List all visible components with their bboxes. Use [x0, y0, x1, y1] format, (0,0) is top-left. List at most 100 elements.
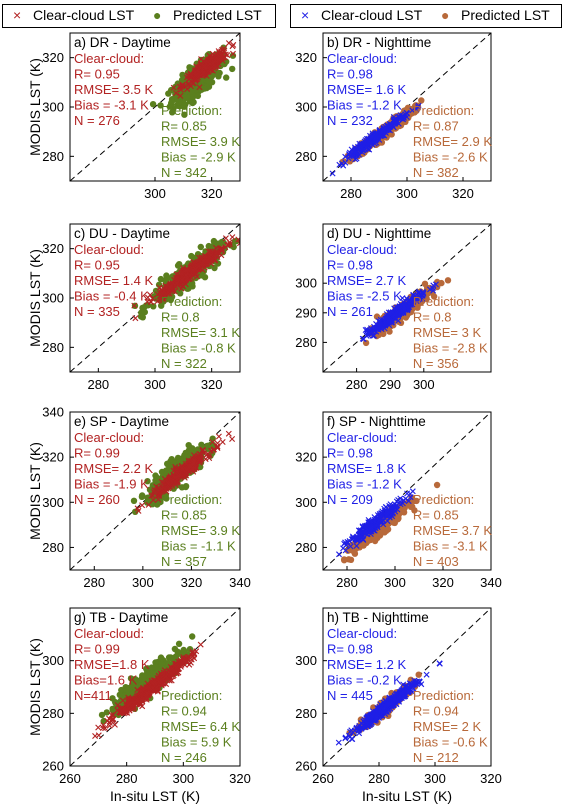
legend-marker-clear-day: × — [13, 7, 22, 23]
data-point — [430, 293, 438, 300]
y-tick-label: 280 — [42, 340, 64, 355]
data-point — [444, 277, 452, 284]
data-point — [145, 501, 152, 508]
stats-line: R= 0.94 — [161, 704, 207, 719]
data-point — [186, 462, 193, 469]
y-tick-label: 280 — [42, 706, 64, 721]
stats-line: RMSE= 2.9 K — [413, 134, 492, 149]
data-point — [139, 502, 146, 509]
data-point — [114, 702, 121, 709]
legend-day: × Clear-cloud LST ● Predicted LST — [2, 4, 276, 28]
y-tick-label: 280 — [295, 149, 317, 164]
data-point — [384, 508, 391, 515]
data-point — [179, 83, 186, 90]
stats-line: RMSE= 3.9 K — [161, 523, 240, 538]
data-point — [365, 332, 371, 338]
data-point — [168, 98, 176, 105]
data-point — [229, 65, 236, 73]
data-point — [180, 654, 187, 661]
stats-line: RMSE= 3.9 K — [161, 134, 240, 149]
stats-line: Prediction: — [161, 492, 222, 507]
data-point — [410, 292, 417, 299]
y-tick-label: 300 — [295, 276, 317, 291]
data-point — [205, 242, 212, 250]
data-point — [141, 308, 148, 316]
y-tick-label: 280 — [42, 149, 64, 164]
data-point — [148, 492, 155, 499]
data-point — [170, 84, 177, 91]
x-tick-label: 320 — [452, 186, 474, 201]
data-point — [373, 134, 379, 141]
data-point — [375, 318, 382, 325]
data-point — [192, 72, 199, 79]
data-point — [127, 675, 135, 682]
x-tick-label: 280 — [116, 771, 138, 786]
stats-line: N = 276 — [74, 113, 120, 128]
stats-line: N = 342 — [161, 165, 207, 180]
data-point — [196, 84, 203, 91]
data-point — [418, 97, 425, 104]
stats-line: RMSE= 3 K — [413, 325, 482, 340]
data-point — [149, 295, 156, 302]
data-point — [140, 672, 147, 680]
x-tick-label: 280 — [346, 377, 368, 392]
data-point — [150, 497, 157, 504]
stats-line: Clear-cloud: — [327, 430, 397, 445]
data-point — [316, 177, 321, 182]
data-point — [378, 510, 385, 517]
data-point — [188, 274, 195, 281]
plot-area — [323, 608, 491, 766]
data-point — [189, 267, 196, 274]
data-point — [185, 81, 192, 88]
data-point — [197, 641, 204, 648]
data-point — [149, 685, 156, 692]
data-point — [207, 61, 213, 67]
data-point — [390, 114, 397, 120]
data-point — [197, 243, 204, 251]
stats-line: RMSE= 6.4 K — [161, 719, 240, 734]
axes-frame — [322, 223, 492, 373]
stats-line: R= 0.99 — [74, 446, 120, 461]
data-point — [356, 144, 362, 151]
data-point — [135, 696, 142, 702]
stats-line: Prediction: — [161, 294, 222, 309]
data-point — [227, 241, 233, 248]
data-point — [201, 63, 208, 70]
data-point — [165, 289, 172, 296]
stats-line: R= 0.8 — [413, 310, 452, 325]
panel-title: e) SP - Daytime — [74, 414, 169, 429]
stats-line: Clear-cloud: — [74, 51, 144, 66]
x-tick-label: 300 — [144, 377, 166, 392]
plot-area — [70, 224, 240, 372]
data-point — [157, 102, 164, 109]
data-point — [158, 291, 165, 298]
data-point — [380, 126, 387, 133]
data-point — [378, 326, 385, 333]
y-tick-label: 320 — [295, 450, 317, 465]
data-point — [183, 470, 190, 476]
data-point — [187, 71, 194, 78]
stats-line: RMSE= 1.8 K — [327, 461, 406, 476]
data-point — [386, 502, 393, 509]
stats-line: N = 382 — [413, 165, 459, 180]
data-point — [132, 508, 139, 515]
stats-line: Clear-cloud: — [327, 51, 397, 66]
y-tick-label: 340 — [42, 405, 64, 420]
data-point — [109, 705, 116, 713]
data-point — [154, 474, 161, 481]
data-point — [175, 669, 182, 676]
one-to-one-line — [70, 33, 240, 181]
data-point — [349, 533, 356, 540]
data-point — [141, 686, 148, 693]
data-point — [385, 712, 392, 719]
data-point — [345, 155, 352, 162]
data-point — [134, 697, 141, 704]
stats-line: RMSE= 1.4 K — [74, 273, 153, 288]
x-tick-label: 300 — [132, 575, 154, 590]
data-point — [208, 441, 215, 448]
stats-line: N = 403 — [413, 554, 459, 569]
data-point — [225, 40, 232, 47]
data-point — [407, 490, 414, 497]
x-tick-label: 260 — [59, 771, 81, 786]
